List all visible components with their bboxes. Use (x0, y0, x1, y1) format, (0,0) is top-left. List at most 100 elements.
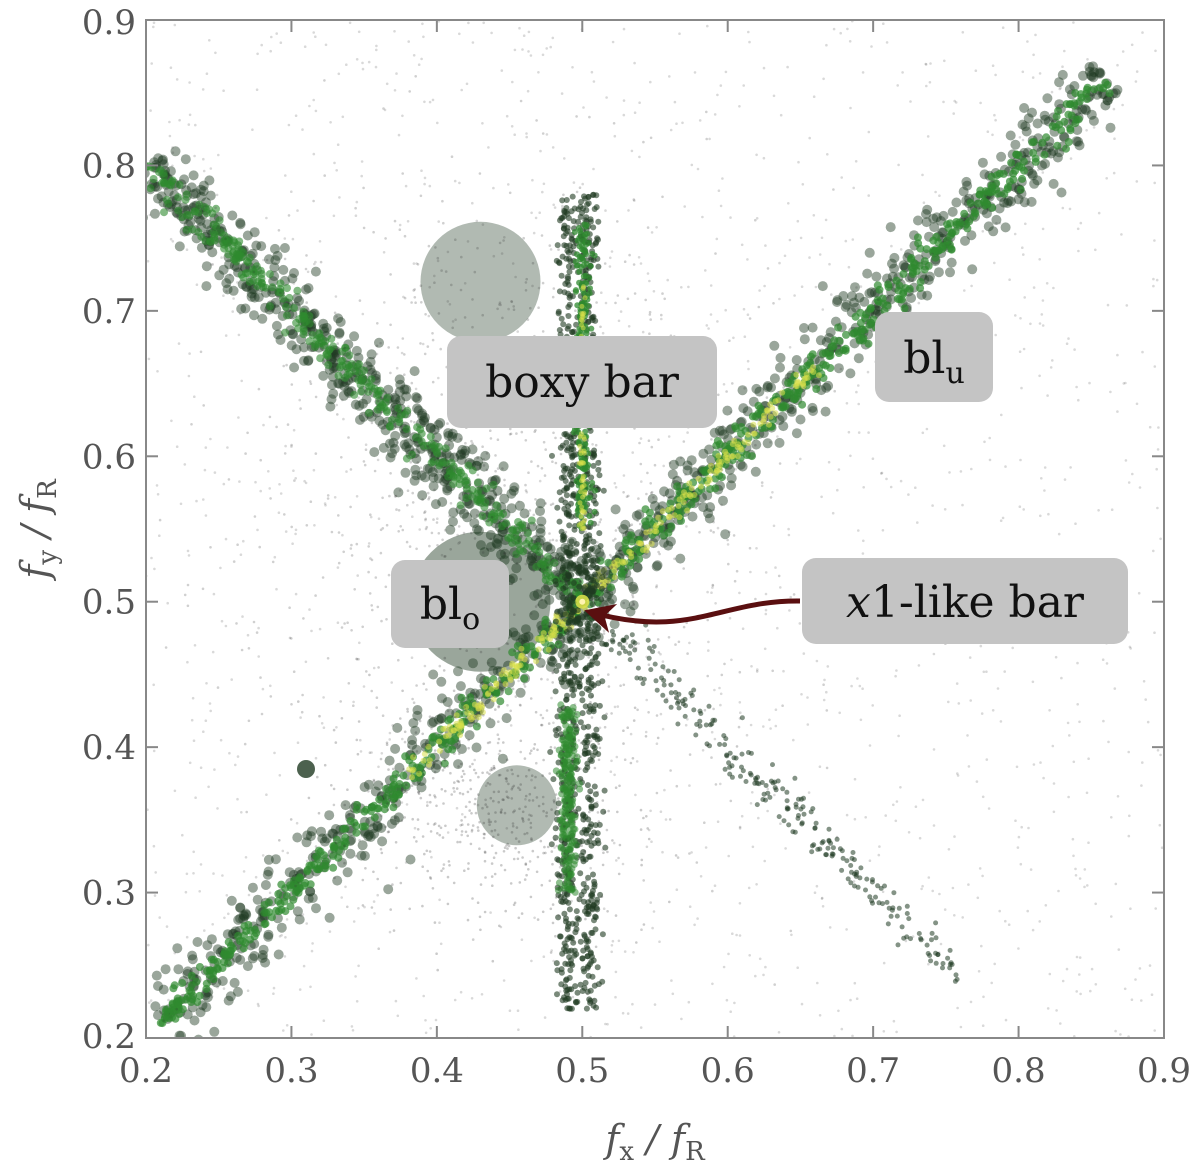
scatter-point (800, 693, 803, 696)
density-lower-streak (906, 916, 912, 922)
density-diagonal (1057, 69, 1068, 80)
density-lower-streak (809, 849, 815, 855)
density-diagonal-core (218, 964, 227, 972)
scatter-point (481, 122, 484, 125)
density-antidiagonal (289, 362, 300, 373)
scatter-point (807, 791, 811, 794)
scatter-point (1156, 448, 1160, 451)
density-antidiagonal (354, 400, 365, 411)
density-diagonal-core (390, 793, 399, 802)
density-antidiagonal-core (212, 222, 221, 231)
density-antidiagonal-core (265, 270, 274, 279)
density-diagonal-core (1009, 169, 1018, 178)
density-diagonal (319, 836, 330, 847)
density-diagonal (523, 631, 534, 642)
density-lower-streak (651, 644, 657, 649)
density-vertical-right (587, 987, 594, 994)
density-vertical-right (584, 750, 591, 757)
density-diagonal (1071, 136, 1082, 147)
scatter-point (188, 81, 191, 84)
density-antidiagonal (532, 589, 543, 600)
scatter-point (1021, 138, 1025, 142)
density-antidiagonal (387, 448, 397, 459)
density-antidiagonal (378, 442, 389, 453)
scatter-point (279, 41, 283, 44)
scatter-point (566, 613, 570, 616)
density-antidiagonal (462, 512, 473, 523)
density-diagonal (428, 669, 439, 680)
scatter-point (451, 320, 455, 323)
scatter-point (760, 484, 764, 488)
density-diagonal-peak (582, 583, 589, 590)
density-diagonal (921, 209, 931, 219)
density-antidiagonal (185, 216, 196, 227)
density-diagonal (260, 880, 271, 890)
scatter-point (426, 800, 429, 804)
scatter-point (590, 627, 594, 630)
density-diagonal (1100, 100, 1111, 111)
density-diagonal (437, 693, 447, 704)
density-vertical-right (599, 931, 606, 938)
density-antidiagonal-core (305, 319, 314, 328)
density-diagonal (356, 850, 367, 861)
scatter-point (219, 738, 223, 742)
density-antidiagonal-core (310, 343, 319, 351)
density-lower-streak (616, 650, 622, 656)
density-diagonal-core (187, 971, 196, 980)
density-antidiagonal (442, 485, 453, 496)
density-diagonal (866, 287, 877, 298)
density-antidiagonal (288, 329, 298, 340)
density-vertical-left (567, 617, 574, 624)
density-diagonal (651, 561, 662, 572)
density-vertical-right (584, 201, 591, 208)
density-lower-streak (784, 798, 790, 804)
density-antidiagonal (289, 268, 299, 278)
density-diagonal-peak (708, 462, 714, 469)
scatter-point (558, 865, 562, 869)
density-vertical-right (586, 620, 593, 627)
scatter-point (507, 183, 510, 186)
scatter-point (1014, 819, 1017, 822)
density-diagonal-core (173, 1001, 182, 1010)
density-antidiagonal-core (293, 286, 302, 295)
density-diagonal-peak (445, 732, 452, 739)
density-vertical-peak (581, 310, 587, 316)
density-diagonal (931, 212, 942, 223)
density-diagonal-core (894, 286, 903, 295)
density-diagonal-core (303, 865, 312, 874)
density-diagonal (738, 403, 749, 414)
scatter-point (152, 844, 156, 848)
scatter-point (224, 624, 228, 628)
density-antidiagonal-core (403, 406, 412, 415)
scatter-point (262, 423, 265, 427)
density-vertical-peak (577, 443, 583, 449)
scatter-point (464, 718, 468, 721)
density-diagonal-peak (688, 485, 695, 492)
density-antidiagonal (327, 379, 337, 390)
density-vertical-left (564, 936, 571, 943)
density-diagonal-core (541, 619, 549, 628)
density-diagonal (172, 943, 183, 954)
density-diagonal (1069, 81, 1080, 91)
density-vertical-left (571, 526, 578, 533)
density-lower-streak (675, 721, 681, 727)
scatter-point (1060, 676, 1063, 680)
scatter-point (153, 894, 157, 897)
density-diagonal (518, 634, 528, 645)
density-antidiagonal-core (229, 248, 238, 257)
density-vertical-right (599, 978, 606, 985)
density-diagonal (632, 562, 643, 573)
density-antidiagonal (491, 538, 502, 549)
density-diagonal-core (315, 865, 324, 873)
scatter-point (931, 252, 934, 256)
density-diagonal (1027, 170, 1038, 181)
density-vertical-lower (568, 851, 575, 859)
density-vertical-right (588, 545, 595, 552)
density-diagonal (620, 599, 630, 610)
density-vertical-lower (557, 843, 565, 851)
density-diagonal-peak (676, 514, 683, 521)
density-lower-streak (945, 955, 951, 961)
scatter-point (238, 480, 241, 483)
scatter-point (487, 146, 490, 149)
density-diagonal-peak (659, 508, 666, 515)
